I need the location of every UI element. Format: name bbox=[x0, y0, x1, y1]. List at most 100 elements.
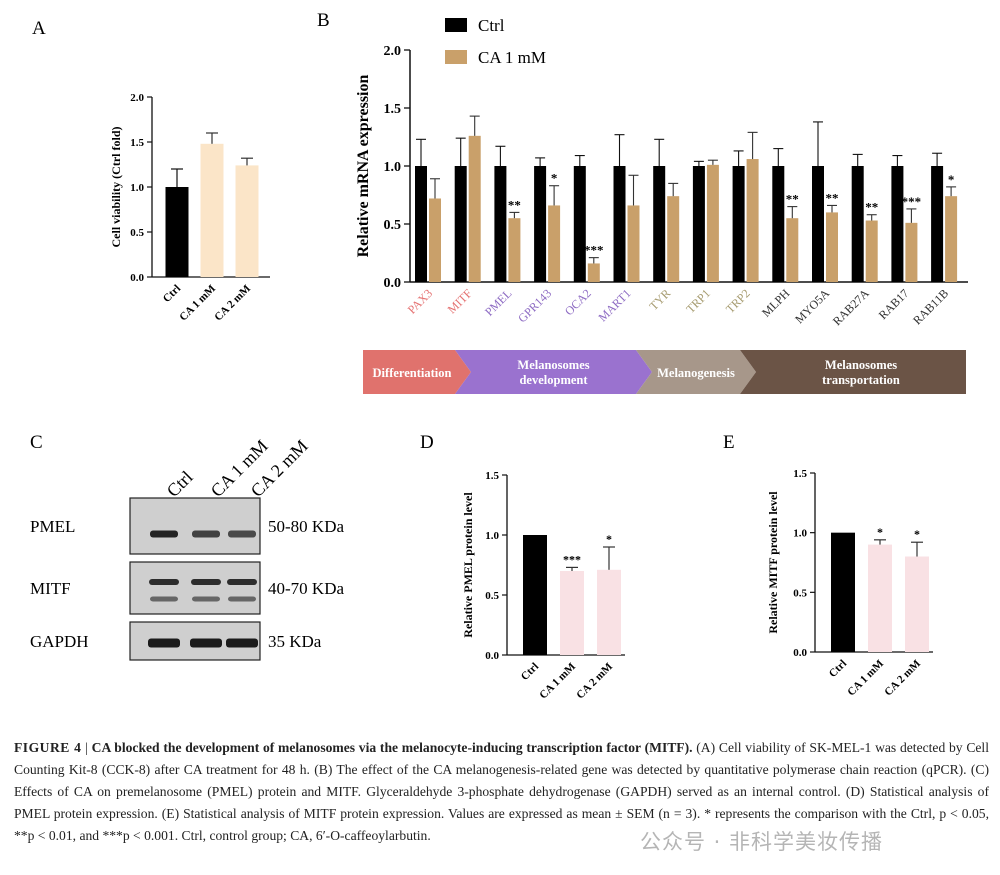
bar bbox=[746, 159, 759, 282]
stage-label-line: transportation bbox=[822, 373, 900, 387]
x-tick-label: MITF bbox=[445, 286, 475, 316]
significance-marker: ** bbox=[865, 200, 878, 215]
y-tick-label: 0.0 bbox=[793, 647, 807, 659]
legend-swatch bbox=[445, 18, 467, 32]
blot-band bbox=[148, 638, 180, 648]
x-tick-label: Ctrl bbox=[519, 661, 541, 683]
molecular-weight-label: 35 KDa bbox=[268, 632, 322, 651]
bar bbox=[200, 143, 224, 277]
bar bbox=[573, 166, 586, 282]
y-tick-label: 0.5 bbox=[793, 587, 807, 599]
legend-label: Ctrl bbox=[478, 16, 505, 35]
bar bbox=[494, 166, 507, 282]
panel-label: A bbox=[32, 18, 46, 39]
bar bbox=[905, 556, 929, 652]
x-tick-label: TRP1 bbox=[683, 286, 713, 316]
bar bbox=[627, 205, 640, 282]
panel-a: A 0.0 0.5 1.0 1.5 2.0 Cell viability (Ctrl fol… bbox=[32, 18, 270, 324]
bar bbox=[831, 532, 855, 652]
significance-marker: * bbox=[606, 532, 612, 546]
stage-arrow bbox=[636, 350, 756, 394]
blot-band bbox=[150, 530, 178, 538]
bar bbox=[429, 198, 441, 282]
protein-label: PMEL bbox=[30, 517, 75, 536]
x-tick-label: RAB11B bbox=[910, 286, 951, 327]
watermark: 公众号 · 非科学美妆传播 bbox=[640, 830, 884, 854]
x-tick-label: TYR bbox=[646, 286, 673, 313]
y-tick-label: 2.0 bbox=[384, 44, 402, 59]
x-tick-label: OCA2 bbox=[562, 286, 594, 318]
x-tick-label: MYO5A bbox=[792, 286, 832, 326]
x-tick-label: TRP2 bbox=[723, 286, 753, 316]
lane-label: Ctrl bbox=[163, 467, 197, 501]
stage-label: Melanosomes transportation bbox=[822, 358, 900, 387]
x-tick-label: CA 1 mM bbox=[537, 660, 578, 701]
y-axis-title: Relative PMEL protein level bbox=[461, 492, 475, 638]
stage-label-line: Melanosomes bbox=[825, 358, 897, 372]
significance-marker: ** bbox=[508, 197, 521, 212]
significance-marker: ** bbox=[786, 192, 799, 207]
x-tick-label: CA 2 mM bbox=[882, 657, 923, 698]
bar bbox=[560, 571, 584, 655]
bar bbox=[523, 535, 547, 655]
bar bbox=[732, 166, 745, 282]
stage-arrow bbox=[363, 350, 471, 394]
y-tick-label: 1.5 bbox=[384, 102, 402, 117]
bar bbox=[826, 212, 838, 282]
panel-d: D 0.0 0.5 1.0 1.5 Relative PMEL protein level… bbox=[420, 432, 625, 702]
bar bbox=[868, 544, 892, 652]
blot-band bbox=[226, 638, 258, 648]
y-tick-label: 1.5 bbox=[485, 470, 499, 482]
bar bbox=[597, 569, 621, 655]
x-tick-label: RAB17 bbox=[876, 286, 912, 322]
blot-band bbox=[227, 579, 257, 585]
bar bbox=[692, 166, 705, 282]
y-tick-label: 1.0 bbox=[485, 530, 499, 542]
bar bbox=[468, 135, 481, 282]
blot-band bbox=[150, 596, 178, 602]
caption-title: CA blocked the development of melanosome… bbox=[91, 740, 693, 755]
bar bbox=[891, 166, 904, 282]
bar bbox=[905, 222, 918, 282]
molecular-weight-label: 50-80 KDa bbox=[268, 517, 344, 536]
blot-band bbox=[192, 596, 220, 602]
bar bbox=[865, 220, 878, 282]
legend-label: CA 1 mM bbox=[478, 48, 546, 67]
figure: A 0.0 0.5 1.0 1.5 2.0 Cell viability (Ctrl fol… bbox=[30, 10, 968, 702]
y-axis-title: Relative MITF protein level bbox=[766, 491, 780, 634]
panel-label: C bbox=[30, 432, 43, 453]
x-tick-label: CA 1 mM bbox=[177, 282, 218, 323]
stage-label-line: Melanosomes bbox=[517, 358, 589, 372]
y-tick-label: 1.5 bbox=[130, 137, 144, 149]
significance-marker: *** bbox=[563, 552, 581, 566]
bar bbox=[415, 166, 427, 282]
figure-caption: FIGURE 4 | CA blocked the development of… bbox=[14, 737, 989, 847]
panel-b: B 0.0 0.5 1.0 1.5 2.0 Relative mRNA expression… bbox=[317, 10, 968, 328]
bar bbox=[587, 263, 600, 282]
bar bbox=[548, 205, 561, 282]
x-tick-label: MLPH bbox=[759, 286, 793, 320]
y-tick-label: 0.0 bbox=[130, 272, 144, 284]
bar bbox=[613, 166, 626, 282]
y-tick-label: 0.0 bbox=[485, 650, 499, 662]
x-tick-label: CA 2 mM bbox=[574, 660, 615, 701]
y-tick-label: 0.5 bbox=[485, 590, 499, 602]
protein-label: GAPDH bbox=[30, 632, 89, 651]
blot-band bbox=[190, 638, 222, 648]
y-tick-label: 1.0 bbox=[130, 182, 144, 194]
bar bbox=[812, 166, 824, 282]
x-tick-label: Ctrl bbox=[827, 658, 849, 680]
bar bbox=[454, 166, 467, 282]
y-tick-label: 1.5 bbox=[793, 468, 807, 480]
blot-band bbox=[149, 579, 179, 585]
y-tick-label: 1.0 bbox=[384, 160, 402, 175]
significance-marker: ** bbox=[826, 190, 839, 205]
bar bbox=[534, 166, 547, 282]
x-tick-label: RAB27A bbox=[830, 286, 872, 328]
stage-arrow bbox=[740, 350, 966, 394]
x-tick-label: CA 2 mM bbox=[212, 282, 253, 323]
y-tick-label: 2.0 bbox=[130, 92, 144, 104]
stage-label: Differentiation bbox=[373, 366, 452, 380]
bar bbox=[851, 166, 864, 282]
